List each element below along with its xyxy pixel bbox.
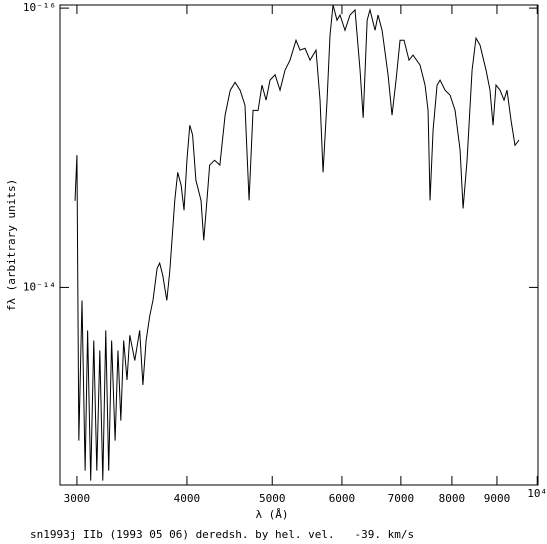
x-tick-label: 4000 xyxy=(174,492,201,505)
x-tick-label: 8000 xyxy=(439,492,466,505)
x-tick-label: 5000 xyxy=(259,492,286,505)
x-tick-label: 3000 xyxy=(64,492,91,505)
x-tick-label: 10⁴ xyxy=(527,487,547,500)
x-axis-label: λ (Å) xyxy=(255,508,288,521)
annotation: sn1993j IIb (1993 05 06) deredsh. by hel… xyxy=(30,528,414,541)
plot-frame xyxy=(59,4,539,486)
y-axis-label: fλ (arbitrary units) xyxy=(5,179,18,311)
spectrum-line xyxy=(74,5,520,481)
x-tick-label: 7000 xyxy=(388,492,415,505)
x-tick-label: 6000 xyxy=(329,492,356,505)
x-tick-label: 9000 xyxy=(484,492,511,505)
y-tick-label: 10⁻¹⁶ xyxy=(23,1,56,14)
y-tick-label: 10⁻¹⁴ xyxy=(23,280,56,293)
